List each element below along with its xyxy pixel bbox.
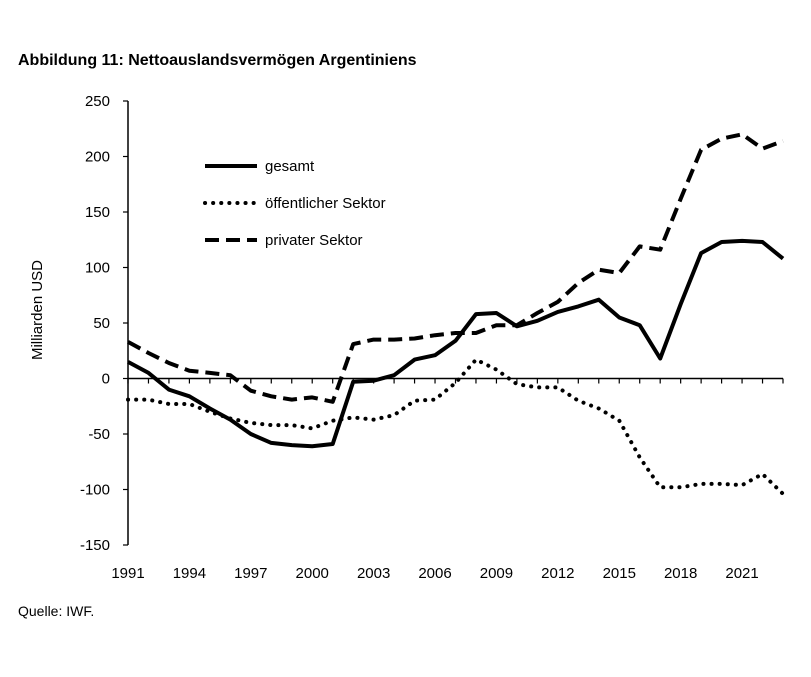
series-line-solid (127, 238, 785, 449)
x-tick-label: 2018 (664, 565, 697, 582)
y-tick-label: 250 (85, 93, 110, 110)
legend-label: privater Sektor (265, 232, 363, 249)
series-line-dashed (127, 132, 784, 404)
x-tick-label: 1994 (173, 565, 206, 582)
x-tick-label: 2021 (725, 565, 758, 582)
x-tick-label: 2003 (357, 565, 390, 582)
x-tick-label: 2000 (296, 565, 329, 582)
chart-title: Abbildung 11: Nettoauslandsvermögen Arge… (18, 52, 417, 69)
source-note: Quelle: IWF. (18, 603, 95, 619)
x-tick-label: 1991 (111, 565, 144, 582)
y-axis-label: Milliarden USD (29, 260, 46, 360)
legend-label: gesamt (265, 158, 315, 175)
legend-label: öffentlicher Sektor (265, 195, 386, 212)
y-tick-label: 100 (85, 260, 110, 277)
x-tick-label: 2009 (480, 565, 513, 582)
y-tick-label: 50 (93, 315, 110, 332)
y-tick-label: -50 (88, 426, 110, 443)
x-tick-label: 2012 (541, 565, 574, 582)
y-tick-label: 0 (102, 371, 110, 388)
x-tick-label: 1997 (234, 565, 267, 582)
y-tick-label: -100 (80, 482, 110, 499)
y-tick-label: 200 (85, 149, 110, 166)
chart-legend: gesamt öffentlicher Sektor privater Sektor (203, 158, 386, 249)
x-tick-label: 2015 (603, 565, 636, 582)
y-tick-label: -150 (80, 537, 110, 554)
chart-series (126, 132, 785, 496)
x-tick-label: 2006 (418, 565, 451, 582)
series-line-dotted (126, 357, 785, 496)
y-tick-label: 150 (85, 204, 110, 221)
